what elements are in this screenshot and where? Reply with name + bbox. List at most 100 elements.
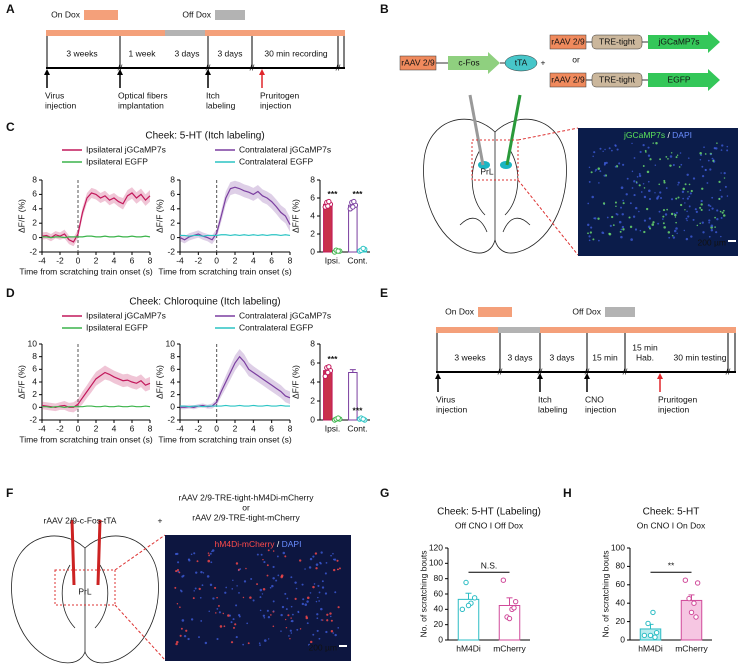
trace bbox=[41, 371, 151, 408]
cell bbox=[682, 187, 686, 191]
cell bbox=[330, 619, 333, 622]
cell bbox=[656, 197, 659, 200]
cell bbox=[250, 577, 253, 580]
cell bbox=[675, 197, 678, 200]
cell bbox=[688, 205, 691, 208]
cell bbox=[175, 570, 178, 573]
cell bbox=[277, 574, 280, 577]
data-point bbox=[322, 373, 328, 379]
legend-label: Contralateral jGCaMP7s bbox=[239, 144, 331, 154]
data-point bbox=[688, 609, 695, 616]
cell bbox=[612, 224, 615, 227]
cell bbox=[333, 558, 337, 561]
x-tick-label: 2 bbox=[233, 255, 238, 265]
y-tick-label: 2 bbox=[170, 217, 175, 227]
cell bbox=[639, 150, 642, 154]
cell bbox=[295, 587, 298, 590]
cell bbox=[235, 562, 239, 565]
cell bbox=[232, 626, 236, 629]
cell bbox=[312, 555, 315, 558]
x-tick-label: 8 bbox=[148, 255, 153, 265]
cell bbox=[674, 216, 677, 218]
segment-label: 3 days bbox=[549, 352, 574, 362]
data-point bbox=[511, 605, 517, 611]
x-axis-label: Time from scratching train onset (s) bbox=[158, 434, 292, 444]
cell bbox=[294, 581, 297, 584]
construct-label: c-Fos bbox=[458, 57, 479, 67]
zoom-line bbox=[114, 604, 166, 661]
cell bbox=[638, 210, 640, 213]
event-label: injection bbox=[585, 404, 616, 414]
cell bbox=[272, 550, 275, 552]
dox-legend-on bbox=[478, 307, 512, 317]
bar bbox=[348, 204, 358, 253]
panel-label: E bbox=[380, 286, 388, 300]
segment-label: Hab. bbox=[636, 352, 654, 362]
x-tick-label: Cont. bbox=[347, 423, 367, 433]
cell bbox=[711, 196, 714, 199]
construct-label: rAAV 2/9-c-Fos-tTA bbox=[44, 515, 117, 525]
cell bbox=[665, 155, 668, 158]
cell bbox=[194, 587, 197, 590]
cell bbox=[262, 558, 264, 561]
cell bbox=[708, 209, 711, 211]
dox-bar-off bbox=[498, 327, 540, 333]
cell bbox=[669, 155, 673, 158]
cell bbox=[316, 617, 319, 620]
cell bbox=[275, 579, 278, 582]
segment-label: 3 weeks bbox=[454, 352, 485, 362]
cell bbox=[666, 208, 668, 211]
cell bbox=[683, 229, 686, 232]
cell bbox=[662, 218, 664, 220]
cell bbox=[588, 180, 591, 183]
break: // bbox=[585, 366, 590, 376]
cell bbox=[709, 153, 712, 156]
cell bbox=[297, 610, 300, 613]
cell bbox=[259, 596, 262, 599]
cell bbox=[288, 635, 290, 637]
image-label-part: DAPI bbox=[282, 539, 302, 549]
cell bbox=[645, 207, 649, 211]
cell bbox=[685, 217, 688, 220]
cell bbox=[604, 148, 606, 151]
cell bbox=[651, 223, 655, 226]
zoom-box bbox=[54, 569, 116, 606]
cell bbox=[701, 175, 705, 178]
event-label: Pruritogen bbox=[260, 90, 299, 100]
cell bbox=[247, 642, 250, 645]
cell bbox=[185, 629, 188, 632]
cell bbox=[329, 615, 332, 618]
cell bbox=[611, 215, 614, 219]
plus: + bbox=[158, 515, 163, 525]
cell bbox=[711, 207, 714, 210]
cell bbox=[291, 613, 294, 616]
cell bbox=[670, 198, 674, 201]
cell bbox=[721, 211, 724, 214]
cell bbox=[272, 577, 275, 580]
cell bbox=[326, 613, 329, 616]
construct-label: jGCaMP7s bbox=[657, 36, 699, 46]
cell bbox=[230, 621, 233, 624]
cell bbox=[660, 197, 663, 200]
cell bbox=[588, 239, 591, 242]
cell bbox=[238, 591, 240, 594]
y-tick-label: 40 bbox=[434, 604, 444, 614]
cell bbox=[235, 604, 238, 607]
data-point bbox=[694, 580, 701, 586]
cell bbox=[720, 217, 723, 219]
legend-label: Ipsilateral jGCaMP7s bbox=[86, 144, 166, 154]
cell bbox=[266, 574, 269, 577]
cell bbox=[649, 158, 652, 161]
cell bbox=[180, 590, 183, 593]
cell bbox=[315, 567, 318, 570]
cell bbox=[316, 613, 319, 616]
x-tick-label: -2 bbox=[56, 423, 64, 433]
trace bbox=[180, 404, 290, 408]
cell bbox=[719, 189, 722, 192]
cell bbox=[699, 152, 702, 155]
y-tick-label: 100 bbox=[611, 542, 625, 552]
cell bbox=[312, 633, 315, 636]
cell bbox=[271, 584, 274, 588]
cell bbox=[629, 202, 632, 205]
cell bbox=[284, 618, 287, 621]
